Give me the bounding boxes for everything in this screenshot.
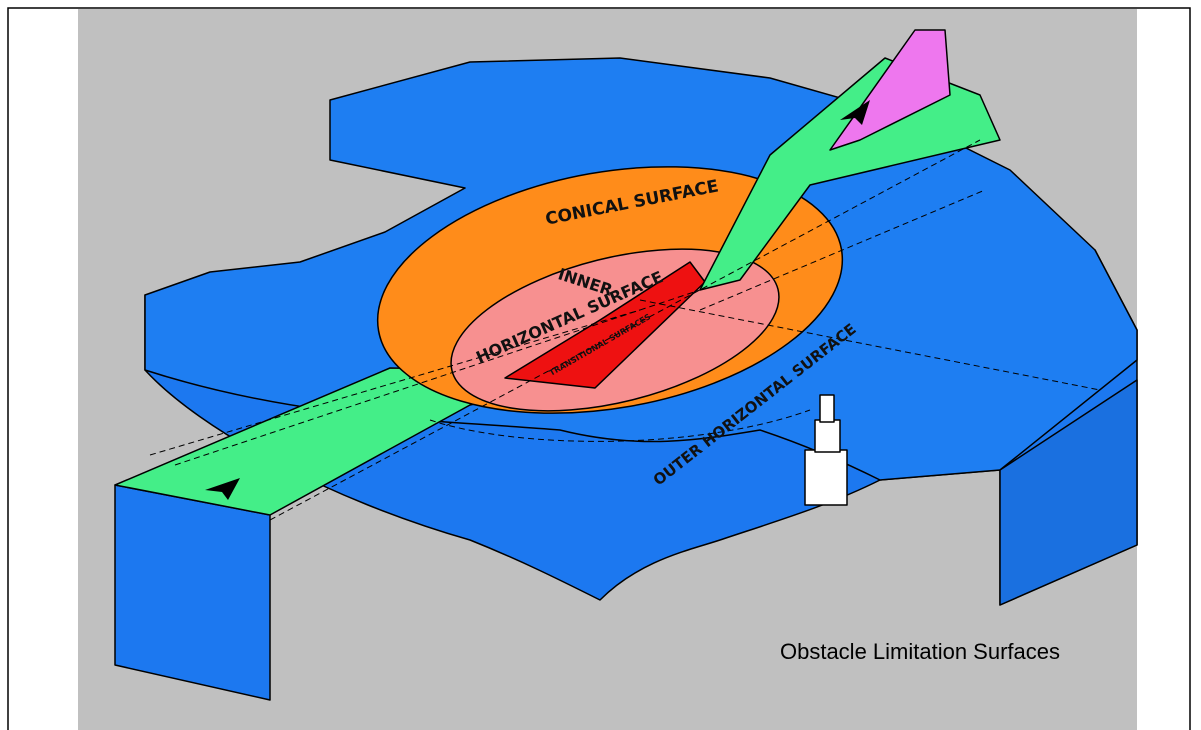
airplane-icon [205, 478, 240, 500]
diagram: CONICAL SURFACE INNER HORIZONTAL SURFACE… [114, 29, 1138, 701]
approach-surface-right [699, 57, 1001, 291]
airplane-icon [840, 100, 870, 125]
construction-lines [149, 139, 1101, 521]
building [804, 394, 848, 506]
caption: Obstacle Limitation Surfaces [780, 639, 1060, 664]
approach-block [114, 484, 271, 701]
right-block-face [999, 379, 1138, 606]
frame [7, 7, 1191, 730]
transitional-surface [504, 261, 706, 389]
